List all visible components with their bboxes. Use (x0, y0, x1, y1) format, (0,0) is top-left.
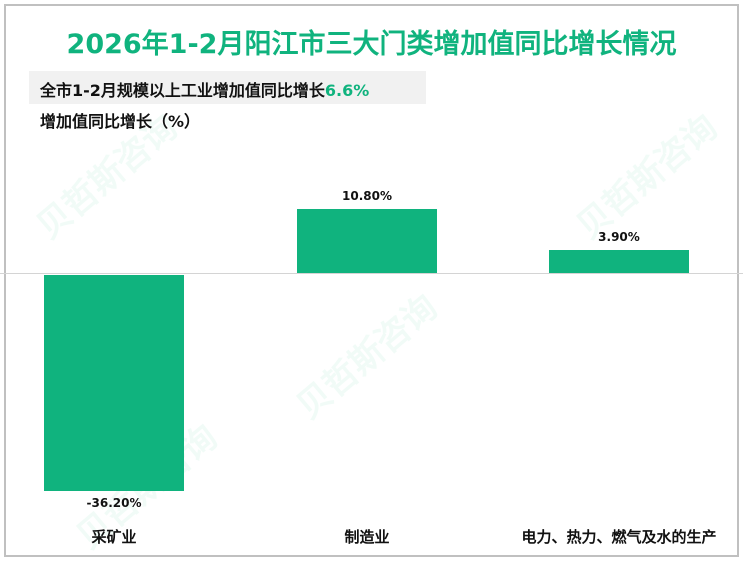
bar-3 (549, 250, 689, 274)
chart-title: 2026年1-2月阳江市三大门类增加值同比增长情况 (66, 29, 677, 60)
value-label: 3.90% (598, 230, 640, 245)
subtitle-value: 6.6% (324, 81, 370, 100)
subtitle: 全市1-2月规模以上工业增加值同比增长6.6% (40, 77, 369, 101)
value-label: -36.20% (86, 495, 142, 510)
value-label: 10.80% (342, 189, 392, 204)
category-label: 电力、热力、燃气及水的生产 (521, 528, 717, 546)
y-axis-label: 增加值同比增长（%） (40, 112, 201, 131)
subtitle-box (29, 71, 426, 104)
category-label: 采矿业 (91, 528, 137, 546)
subtitle-text: 全市1-2月规模以上工业增加值同比增长 (40, 81, 325, 100)
zero-baseline (0, 273, 743, 274)
bar-1 (44, 274, 184, 491)
category-label: 制造业 (344, 528, 390, 546)
bar-2 (297, 209, 437, 274)
